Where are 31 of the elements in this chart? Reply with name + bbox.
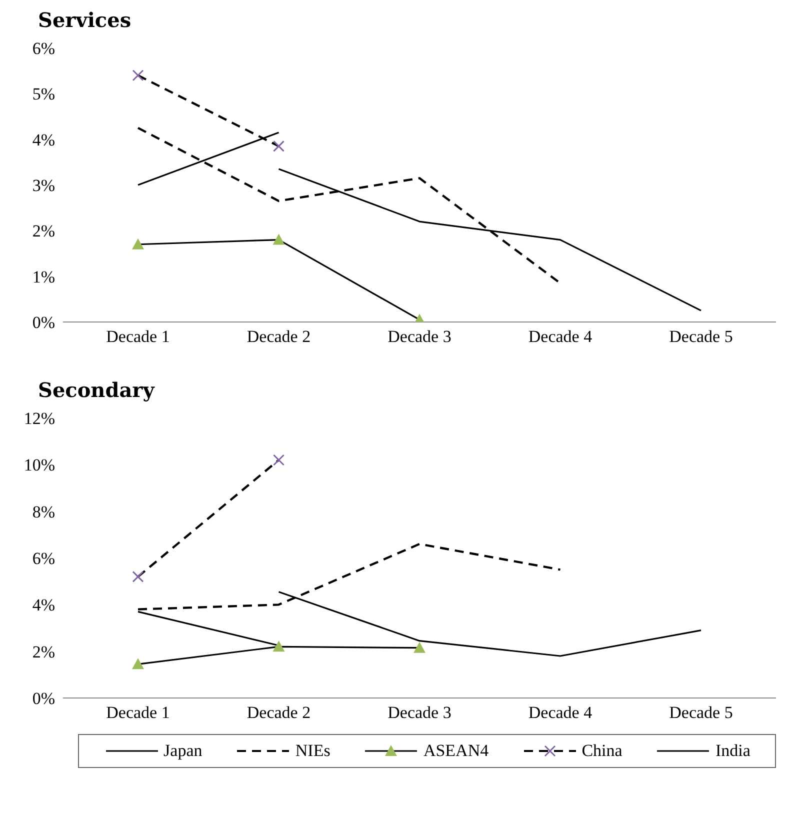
- x-tick-label: Decade 2: [246, 327, 311, 346]
- x-tick-label: Decade 5: [669, 327, 733, 346]
- x-tick-label: Decade 1: [106, 327, 170, 346]
- x-tick-label: Decade 1: [106, 703, 170, 722]
- x-tick-label: Decade 4: [528, 703, 593, 722]
- y-tick-label: 2%: [32, 222, 55, 241]
- y-tick-label: 0%: [32, 313, 55, 332]
- y-tick-label: 3%: [32, 176, 55, 196]
- y-tick-label: 4%: [32, 130, 55, 150]
- legend-label: India: [715, 741, 750, 761]
- x-tick-label: Decade 3: [388, 327, 452, 346]
- y-tick-label: 8%: [32, 502, 55, 522]
- y-tick-label: 0%: [32, 689, 55, 708]
- y-tick-label: 10%: [24, 456, 55, 475]
- chart-title: Secondary: [38, 378, 156, 402]
- legend-label: Japan: [164, 741, 202, 761]
- y-tick-label: 2%: [32, 642, 55, 662]
- y-tick-label: 1%: [32, 267, 55, 286]
- x-tick-label: Decade 2: [246, 703, 311, 722]
- chart-title: Services: [38, 8, 132, 32]
- y-tick-label: 5%: [32, 84, 55, 104]
- legend-label: China: [582, 741, 622, 761]
- x-tick-label: Decade 5: [669, 703, 733, 722]
- x-tick-label: Decade 4: [528, 327, 593, 346]
- legend-label: ASEAN4: [423, 741, 489, 761]
- legend-label: NIEs: [295, 741, 330, 761]
- y-tick-label: 12%: [24, 409, 55, 428]
- x-tick-label: Decade 3: [388, 703, 452, 722]
- y-tick-label: 6%: [32, 549, 55, 568]
- y-tick-label: 6%: [32, 39, 55, 58]
- y-tick-label: 4%: [32, 596, 55, 615]
